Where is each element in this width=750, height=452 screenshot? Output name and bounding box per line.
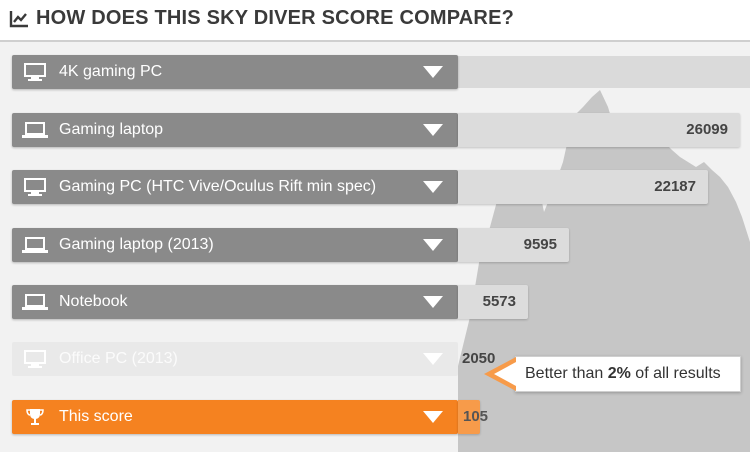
score-value: 105 (463, 408, 489, 425)
value-bar: 2050 (458, 342, 518, 376)
value-bar: 9595 (458, 228, 569, 262)
section-header: HOW DOES THIS SKY DIVER SCORE COMPARE? (0, 0, 750, 42)
row-label: 4K gaming PC (59, 63, 163, 80)
trophy-icon (26, 409, 44, 425)
desktop-monitor-icon (24, 178, 46, 196)
row-label: Office PC (2013) (59, 350, 178, 367)
tooltip-text: Better than 2% of all results (525, 365, 721, 382)
row-label: Gaming PC (HTC Vive/Oculus Rift min spec… (59, 178, 377, 195)
score-value: 2050 (462, 350, 496, 367)
row-label: Gaming laptop (59, 121, 164, 138)
desktop-monitor-icon (24, 350, 46, 368)
row-bar[interactable]: Notebook (12, 285, 458, 319)
chevron-down-icon[interactable] (423, 296, 443, 308)
desktop-monitor-icon (24, 63, 46, 81)
row-label: Notebook (59, 293, 128, 310)
score-value: 5573 (482, 293, 516, 310)
value-bar: 26099 (458, 113, 740, 147)
score-value: 22187 (654, 178, 696, 195)
line-chart-icon (9, 11, 28, 28)
laptop-icon (22, 237, 48, 253)
laptop-icon (22, 122, 48, 138)
row-bar[interactable]: Gaming laptop (12, 113, 458, 147)
percentile-value: 2% (607, 365, 631, 382)
score-value: 9595 (523, 236, 557, 253)
laptop-icon (22, 294, 48, 310)
chevron-down-icon[interactable] (423, 353, 443, 365)
row-bar[interactable]: Gaming PC (HTC Vive/Oculus Rift min spec… (12, 170, 458, 204)
chevron-down-icon[interactable] (423, 411, 443, 423)
percentile-tooltip: Better than 2% of all results (484, 356, 741, 392)
value-bar: 105 (458, 400, 488, 434)
value-bar: 5573 (458, 285, 528, 319)
page-title: HOW DOES THIS SKY DIVER SCORE COMPARE? (36, 7, 515, 29)
chevron-down-icon[interactable] (423, 66, 443, 78)
row-bar[interactable]: 4K gaming PC (12, 55, 458, 89)
chevron-down-icon[interactable] (423, 239, 443, 251)
row-label: This score (59, 408, 133, 425)
chevron-down-icon[interactable] (423, 181, 443, 193)
tooltip-arrow (484, 357, 516, 391)
row-bar[interactable]: Office PC (2013) (12, 342, 458, 376)
value-bar: 22187 (458, 170, 708, 204)
row-bar[interactable]: Gaming laptop (2013) (12, 228, 458, 262)
row-label: Gaming laptop (2013) (59, 236, 214, 253)
score-value: 26099 (686, 121, 728, 138)
chevron-down-icon[interactable] (423, 124, 443, 136)
row-bar[interactable]: This score (12, 400, 458, 434)
